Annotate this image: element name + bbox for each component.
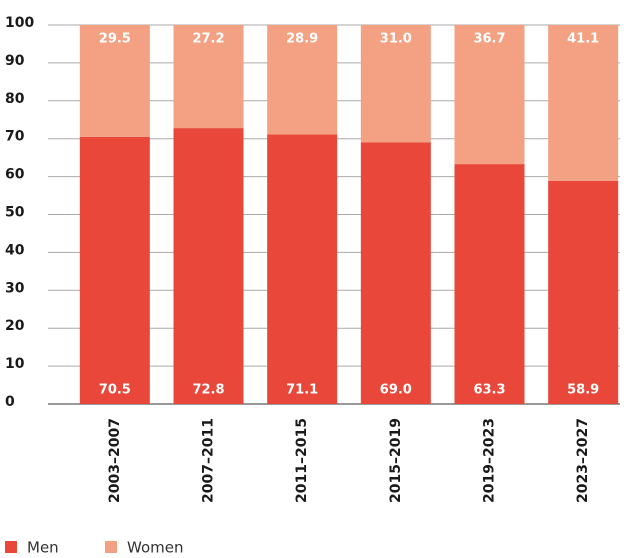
y-tick-label: 100 — [5, 15, 34, 31]
value-label: 69.0 — [380, 383, 412, 398]
y-tick-label: 80 — [5, 91, 25, 107]
y-tick-label: 10 — [5, 356, 25, 372]
bar-segment — [360, 142, 431, 405]
y-tick-label: 30 — [5, 280, 25, 296]
y-tick-label: 60 — [5, 167, 25, 183]
value-label: 28.9 — [286, 32, 318, 47]
value-label: 58.9 — [567, 383, 599, 398]
y-tick-label: 20 — [5, 318, 25, 334]
bar-segment — [79, 25, 150, 137]
legend-swatch — [105, 541, 117, 553]
bar-segment — [79, 136, 150, 404]
legend-label: Men — [27, 539, 59, 557]
value-label: 29.5 — [99, 32, 131, 47]
value-label: 71.1 — [286, 383, 318, 398]
x-tick-label: 2023–2027 — [575, 418, 591, 503]
value-label: 36.7 — [473, 32, 505, 47]
x-tick-label: 2011–2015 — [294, 418, 310, 503]
value-label: 63.3 — [473, 383, 505, 398]
bar-segment — [267, 134, 338, 404]
bar-segment — [454, 164, 525, 404]
bar-segment — [173, 128, 244, 404]
value-label: 41.1 — [567, 32, 599, 47]
value-label: 70.5 — [99, 383, 131, 398]
value-label: 72.8 — [192, 383, 224, 398]
bar-segment — [548, 25, 619, 181]
y-tick-label: 90 — [5, 53, 25, 69]
bar-segment — [267, 25, 338, 135]
y-tick-label: 40 — [5, 242, 25, 258]
x-tick-label: 2007–2011 — [201, 418, 217, 503]
y-tick-label: 70 — [5, 129, 25, 145]
legend-swatch — [5, 541, 17, 553]
value-label: 31.0 — [380, 32, 412, 47]
value-label: 27.2 — [192, 32, 224, 47]
x-tick-label: 2015–2019 — [388, 418, 404, 503]
bar-segment — [454, 25, 525, 165]
bar-segment — [360, 25, 431, 143]
bar-segment — [173, 25, 244, 129]
x-tick-label: 2019–2023 — [482, 418, 498, 503]
y-tick-label: 50 — [5, 205, 25, 221]
legend-label: Women — [127, 539, 183, 557]
y-tick-label: 0 — [5, 394, 15, 410]
bar-segment — [548, 180, 619, 404]
x-tick-label: 2003–2007 — [107, 418, 123, 503]
